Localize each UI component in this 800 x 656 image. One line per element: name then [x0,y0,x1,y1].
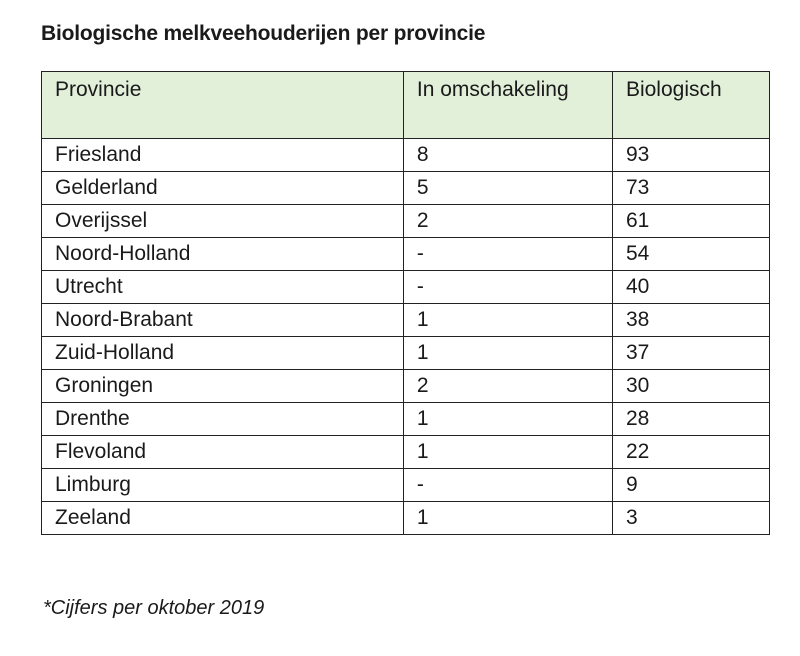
cell-biologisch: 93 [611,138,771,172]
cell-in-omschakeling: 2 [402,204,613,238]
table-row: Zuid-Holland 1 37 [41,336,771,370]
table-row: Overijssel 2 61 [41,204,771,238]
cell-biologisch: 9 [611,468,771,502]
cell-provincie: Groningen [41,369,404,403]
cell-in-omschakeling: 1 [402,402,613,436]
cell-provincie: Friesland [41,138,404,172]
cell-in-omschakeling: - [402,270,613,304]
cell-biologisch: 3 [611,501,771,535]
table-row: Gelderland 5 73 [41,171,771,205]
cell-biologisch: 28 [611,402,771,436]
table-row: Flevoland 1 22 [41,435,771,469]
cell-provincie: Utrecht [41,270,404,304]
cell-biologisch: 61 [611,204,771,238]
cell-provincie: Gelderland [41,171,404,205]
cell-biologisch: 37 [611,336,771,370]
cell-biologisch: 54 [611,237,771,271]
table-row: Zeeland 1 3 [41,501,771,535]
table-header-row: Provincie In omschakeling Biologisch [41,71,771,139]
cell-provincie: Overijssel [41,204,404,238]
footnote: *Cijfers per oktober 2019 [43,597,265,619]
cell-in-omschakeling: 8 [402,138,613,172]
table-row: Noord-Brabant 1 38 [41,303,771,337]
cell-biologisch: 38 [611,303,771,337]
cell-in-omschakeling: 5 [402,171,613,205]
table-body: Friesland 8 93 Gelderland 5 73 Overijssel 2 61 No… [41,138,771,535]
table-row: Groningen 2 30 [41,369,771,403]
table-row: Friesland 8 93 [41,138,771,172]
cell-in-omschakeling: 1 [402,303,613,337]
cell-biologisch: 22 [611,435,771,469]
page-title: Biologische melkveehouderijen per provin… [41,22,486,45]
cell-provincie: Flevoland [41,435,404,469]
data-table: Provincie In omschakeling Biologisch Fri… [41,71,771,535]
cell-in-omschakeling: 2 [402,369,613,403]
cell-provincie: Noord-Holland [41,237,404,271]
cell-biologisch: 30 [611,369,771,403]
cell-provincie: Zuid-Holland [41,336,404,370]
cell-in-omschakeling: 1 [402,336,613,370]
cell-in-omschakeling: - [402,468,613,502]
cell-in-omschakeling: 1 [402,435,613,469]
table-row: Utrecht -40 [41,270,771,304]
cell-provincie: Noord-Brabant [41,303,404,337]
column-header-in-omschakeling: In omschakeling [402,71,613,139]
column-header-biologisch: Biologisch [611,71,771,139]
table-row: Noord-Holland -54 [41,237,771,271]
cell-provincie: Drenthe [41,402,404,436]
cell-biologisch: 73 [611,171,771,205]
table-row: Drenthe 1 28 [41,402,771,436]
cell-provincie: Limburg [41,468,404,502]
table-row: Limburg -9 [41,468,771,502]
cell-in-omschakeling: 1 [402,501,613,535]
cell-provincie: Zeeland [41,501,404,535]
cell-in-omschakeling: - [402,237,613,271]
cell-biologisch: 40 [611,270,771,304]
column-header-provincie: Provincie [41,71,404,139]
